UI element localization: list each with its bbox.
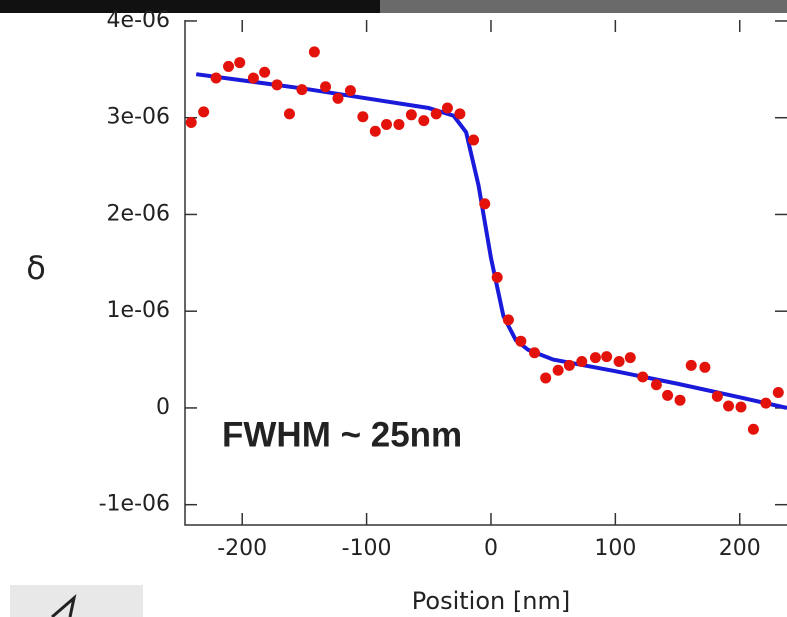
data-point <box>624 352 636 364</box>
x-tick-label: 200 <box>719 536 761 561</box>
annotation: FWHM ~ 25nm <box>222 415 462 454</box>
data-point <box>563 359 575 371</box>
data-point <box>699 361 711 373</box>
data-point <box>772 386 784 398</box>
y-tick-label: 4e-06 <box>107 8 170 33</box>
inset-image <box>10 585 143 617</box>
y-tick-label: 3e-06 <box>107 105 170 130</box>
data-point <box>502 314 514 326</box>
data-point <box>418 115 430 127</box>
data-point <box>589 352 601 364</box>
data-point <box>685 359 697 371</box>
data-point <box>393 118 405 130</box>
y-tick-label: 1e-06 <box>107 298 170 323</box>
data-point <box>283 108 295 120</box>
data-point <box>405 109 417 121</box>
data-point <box>441 102 453 114</box>
data-point <box>515 335 527 347</box>
data-point <box>259 66 271 78</box>
data-point <box>454 108 466 120</box>
data-point <box>369 125 381 137</box>
data-point <box>529 347 541 359</box>
image-strip <box>380 0 787 13</box>
data-point <box>430 108 442 120</box>
data-point <box>723 400 735 412</box>
arrow-fragment <box>51 593 77 617</box>
x-tick-label: 100 <box>594 536 636 561</box>
data-point <box>344 85 356 97</box>
plot-frame <box>184 20 787 526</box>
data-point <box>308 46 320 58</box>
y-tick-label: -1e-06 <box>99 492 170 517</box>
x-tick-label: -100 <box>342 536 392 561</box>
plot-area <box>185 46 787 435</box>
data-point <box>760 397 772 409</box>
data-point <box>296 84 308 96</box>
data-point <box>650 379 662 391</box>
data-point <box>210 72 222 84</box>
y-axis-label: δ <box>26 249 46 287</box>
data-point <box>540 372 552 384</box>
data-point <box>601 351 613 363</box>
x-axis-label: Position [nm] <box>412 587 570 615</box>
data-point <box>576 356 588 368</box>
data-point <box>320 81 332 93</box>
data-point <box>271 79 283 91</box>
data-point <box>332 92 344 104</box>
data-point <box>479 198 491 210</box>
data-point <box>662 389 674 401</box>
data-point <box>613 356 625 368</box>
data-point <box>468 134 480 146</box>
fit-line <box>195 72 787 410</box>
data-point <box>185 117 197 129</box>
x-tick-label: 0 <box>484 536 498 561</box>
data-point <box>223 60 235 72</box>
data-point <box>247 72 259 84</box>
data-point <box>198 106 210 118</box>
data-point <box>234 57 246 69</box>
data-point <box>491 271 503 283</box>
data-point <box>674 394 686 406</box>
data-point <box>747 423 759 435</box>
x-tick-label: -200 <box>217 536 267 561</box>
y-tick-label: 2e-06 <box>107 201 170 226</box>
y-tick-label: 0 <box>156 395 170 420</box>
data-point <box>735 401 747 413</box>
data-point <box>380 118 392 130</box>
data-point <box>637 371 649 383</box>
data-point <box>711 390 723 402</box>
data-point <box>552 364 564 376</box>
data-point <box>357 111 369 123</box>
